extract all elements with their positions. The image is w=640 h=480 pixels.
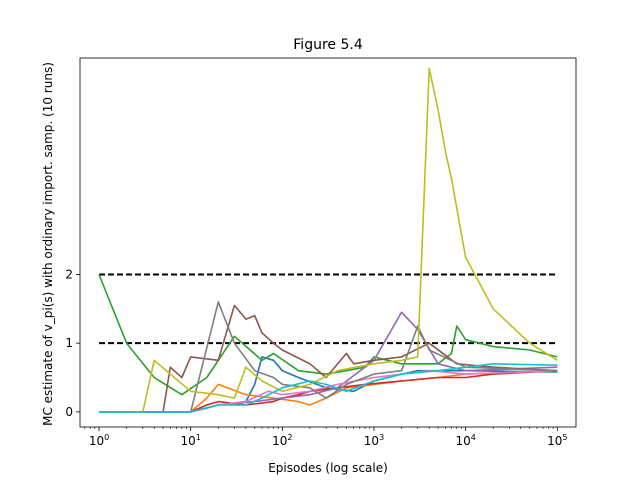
axes-frame [79, 57, 577, 428]
chart-title: Figure 5.4 [293, 37, 363, 53]
y-tick-label: 1 [65, 336, 73, 350]
series-line-4 [99, 369, 558, 413]
x-tick-label: 102 [272, 433, 292, 448]
series-line-3 [98, 274, 558, 396]
series-line-6 [99, 304, 558, 413]
y-tick-label: 2 [65, 267, 73, 281]
x-tick-label: 104 [455, 433, 475, 448]
series-line-9 [99, 67, 558, 413]
plot-area: 100 101 102 103 104 105 0 1 2 [65, 57, 577, 448]
x-tick-label: 101 [180, 433, 200, 448]
series-line-8 [99, 301, 558, 413]
y-axis-label: MC estimate of v_pi(s) with ordinary imp… [41, 62, 55, 426]
x-tick-label: 105 [547, 433, 567, 448]
series-line-10 [99, 362, 558, 413]
y-tick-label: 0 [65, 405, 73, 419]
series-group [98, 67, 558, 413]
x-tick-label: 100 [89, 433, 109, 448]
x-tick-label: 103 [364, 433, 384, 448]
x-axis-label: Episodes (log scale) [268, 461, 388, 475]
